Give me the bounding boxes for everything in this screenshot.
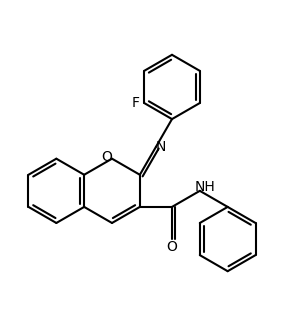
Text: N: N: [156, 140, 166, 154]
Text: NH: NH: [194, 180, 215, 194]
Text: F: F: [132, 96, 140, 110]
Text: O: O: [166, 240, 178, 254]
Text: O: O: [102, 150, 113, 164]
